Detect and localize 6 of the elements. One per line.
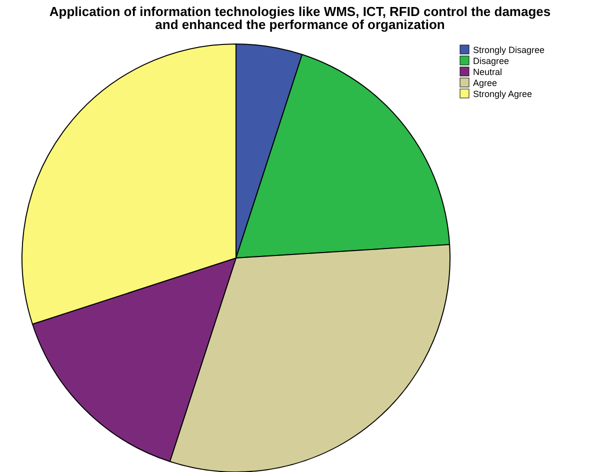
chart-title: Application of information technologies like WMS, ICT, RFID control the damages and enhanced the performance of organization — [49, 4, 551, 32]
legend-label: Strongly Disagree — [473, 45, 545, 55]
legend-label: Disagree — [473, 56, 510, 66]
legend-label: Neutral — [473, 67, 502, 77]
legend-label: Strongly Agree — [473, 89, 532, 99]
legend-label: Agree — [473, 78, 498, 88]
